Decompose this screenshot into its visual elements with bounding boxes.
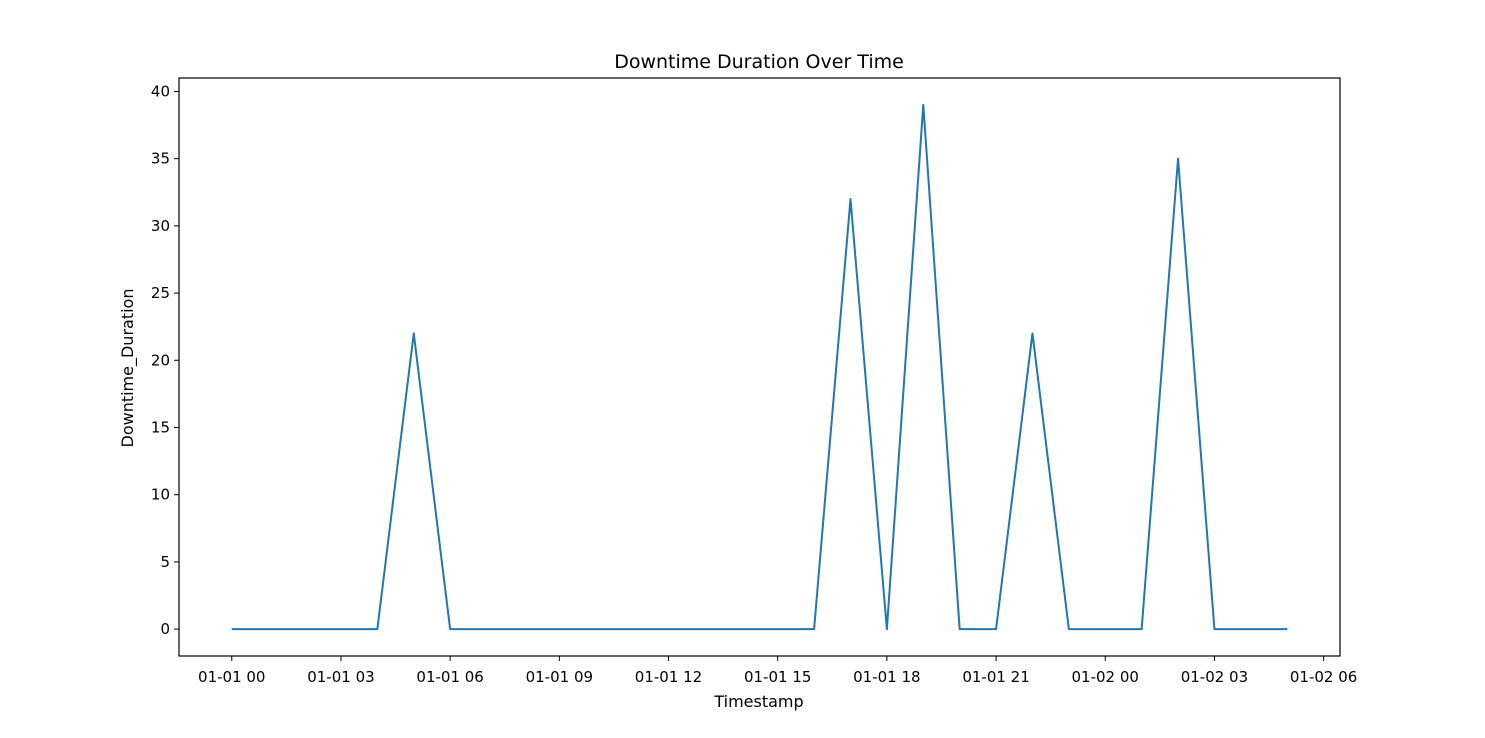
- y-tick-label: 5: [160, 553, 170, 571]
- x-tick-label: 01-01 15: [744, 668, 811, 686]
- x-tick-label: 01-02 06: [1290, 668, 1357, 686]
- y-tick-label: 10: [151, 486, 170, 504]
- x-tick-label: 01-02 00: [1072, 668, 1139, 686]
- x-tick-label: 01-01 00: [198, 668, 265, 686]
- x-tick-label: 01-01 21: [962, 668, 1029, 686]
- plot-area: [178, 77, 1341, 657]
- series-layer: [231, 103, 1288, 631]
- y-tick-label: 35: [151, 150, 170, 168]
- y-tick-label: 20: [151, 351, 170, 369]
- y-tick-label: 40: [151, 82, 170, 100]
- x-axis: 01-01 00 01-01 03 01-01 06 01-01 09 01-01 12…: [198, 656, 1357, 686]
- y-tick-label: 0: [160, 620, 170, 638]
- y-tick-label: 25: [151, 284, 170, 302]
- y-tick-label: 30: [151, 217, 170, 235]
- x-axis-title: Timestamp: [713, 692, 803, 711]
- x-tick-label: 01-01 18: [853, 668, 920, 686]
- x-tick-label: 01-01 09: [526, 668, 593, 686]
- y-axis-title: Downtime_Duration: [118, 289, 138, 448]
- series-line: [231, 103, 1288, 631]
- x-tick-label: 01-02 03: [1181, 668, 1248, 686]
- y-tick-label: 15: [151, 418, 170, 436]
- x-tick-label: 01-01 12: [635, 668, 702, 686]
- x-tick-label: 01-01 03: [307, 668, 374, 686]
- y-axis: 0 5 10 15 20 25 30 35 40: [151, 82, 179, 638]
- x-tick-label: 01-01 06: [416, 668, 483, 686]
- chart-title: Downtime Duration Over Time: [614, 51, 904, 73]
